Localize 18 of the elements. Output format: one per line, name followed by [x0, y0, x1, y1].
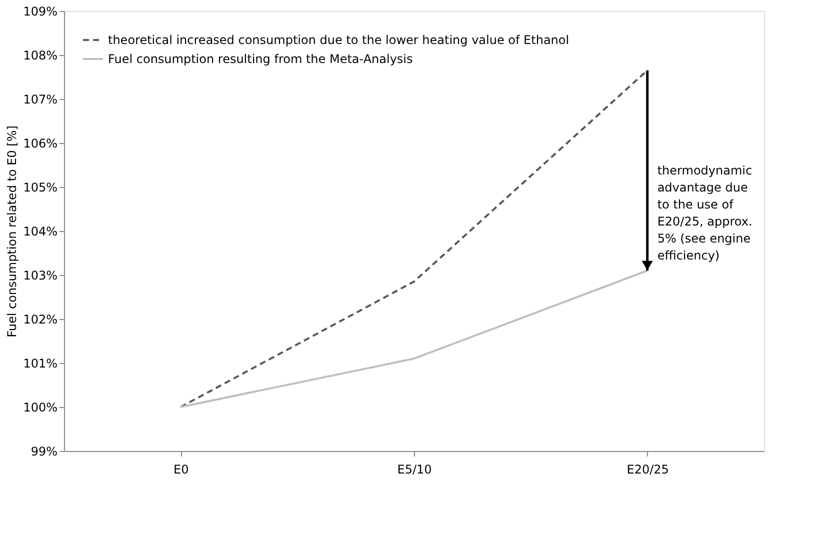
x-tick-label: E20/25 [626, 462, 669, 476]
y-tick-label: 101% [23, 356, 58, 370]
y-tick-label: 102% [23, 312, 58, 326]
legend-label: theoretical increased consumption due to the lower heating value of Ethanol [108, 33, 570, 47]
y-tick-label: 100% [23, 400, 58, 414]
y-tick-label: 109% [23, 4, 58, 18]
y-tick-label: 105% [23, 180, 58, 194]
y-tick-label: 107% [23, 92, 58, 106]
y-tick-label: 108% [23, 48, 58, 62]
y-tick-label: 103% [23, 268, 58, 282]
x-tick-label: E5/10 [397, 462, 432, 476]
y-tick-label: 106% [23, 136, 58, 150]
y-tick-label: 99% [30, 444, 58, 458]
y-axis-title: Fuel consumption related to E0 [%] [5, 126, 20, 338]
x-tick-label: E0 [174, 462, 189, 476]
legend-label: Fuel consumption resulting from the Meta-Analysis [108, 52, 413, 66]
annotation: thermodynamic advantage due to the use of E20/25, approx. 5% (see engine efficiency) [657, 164, 752, 262]
y-tick-label: 104% [23, 224, 58, 238]
